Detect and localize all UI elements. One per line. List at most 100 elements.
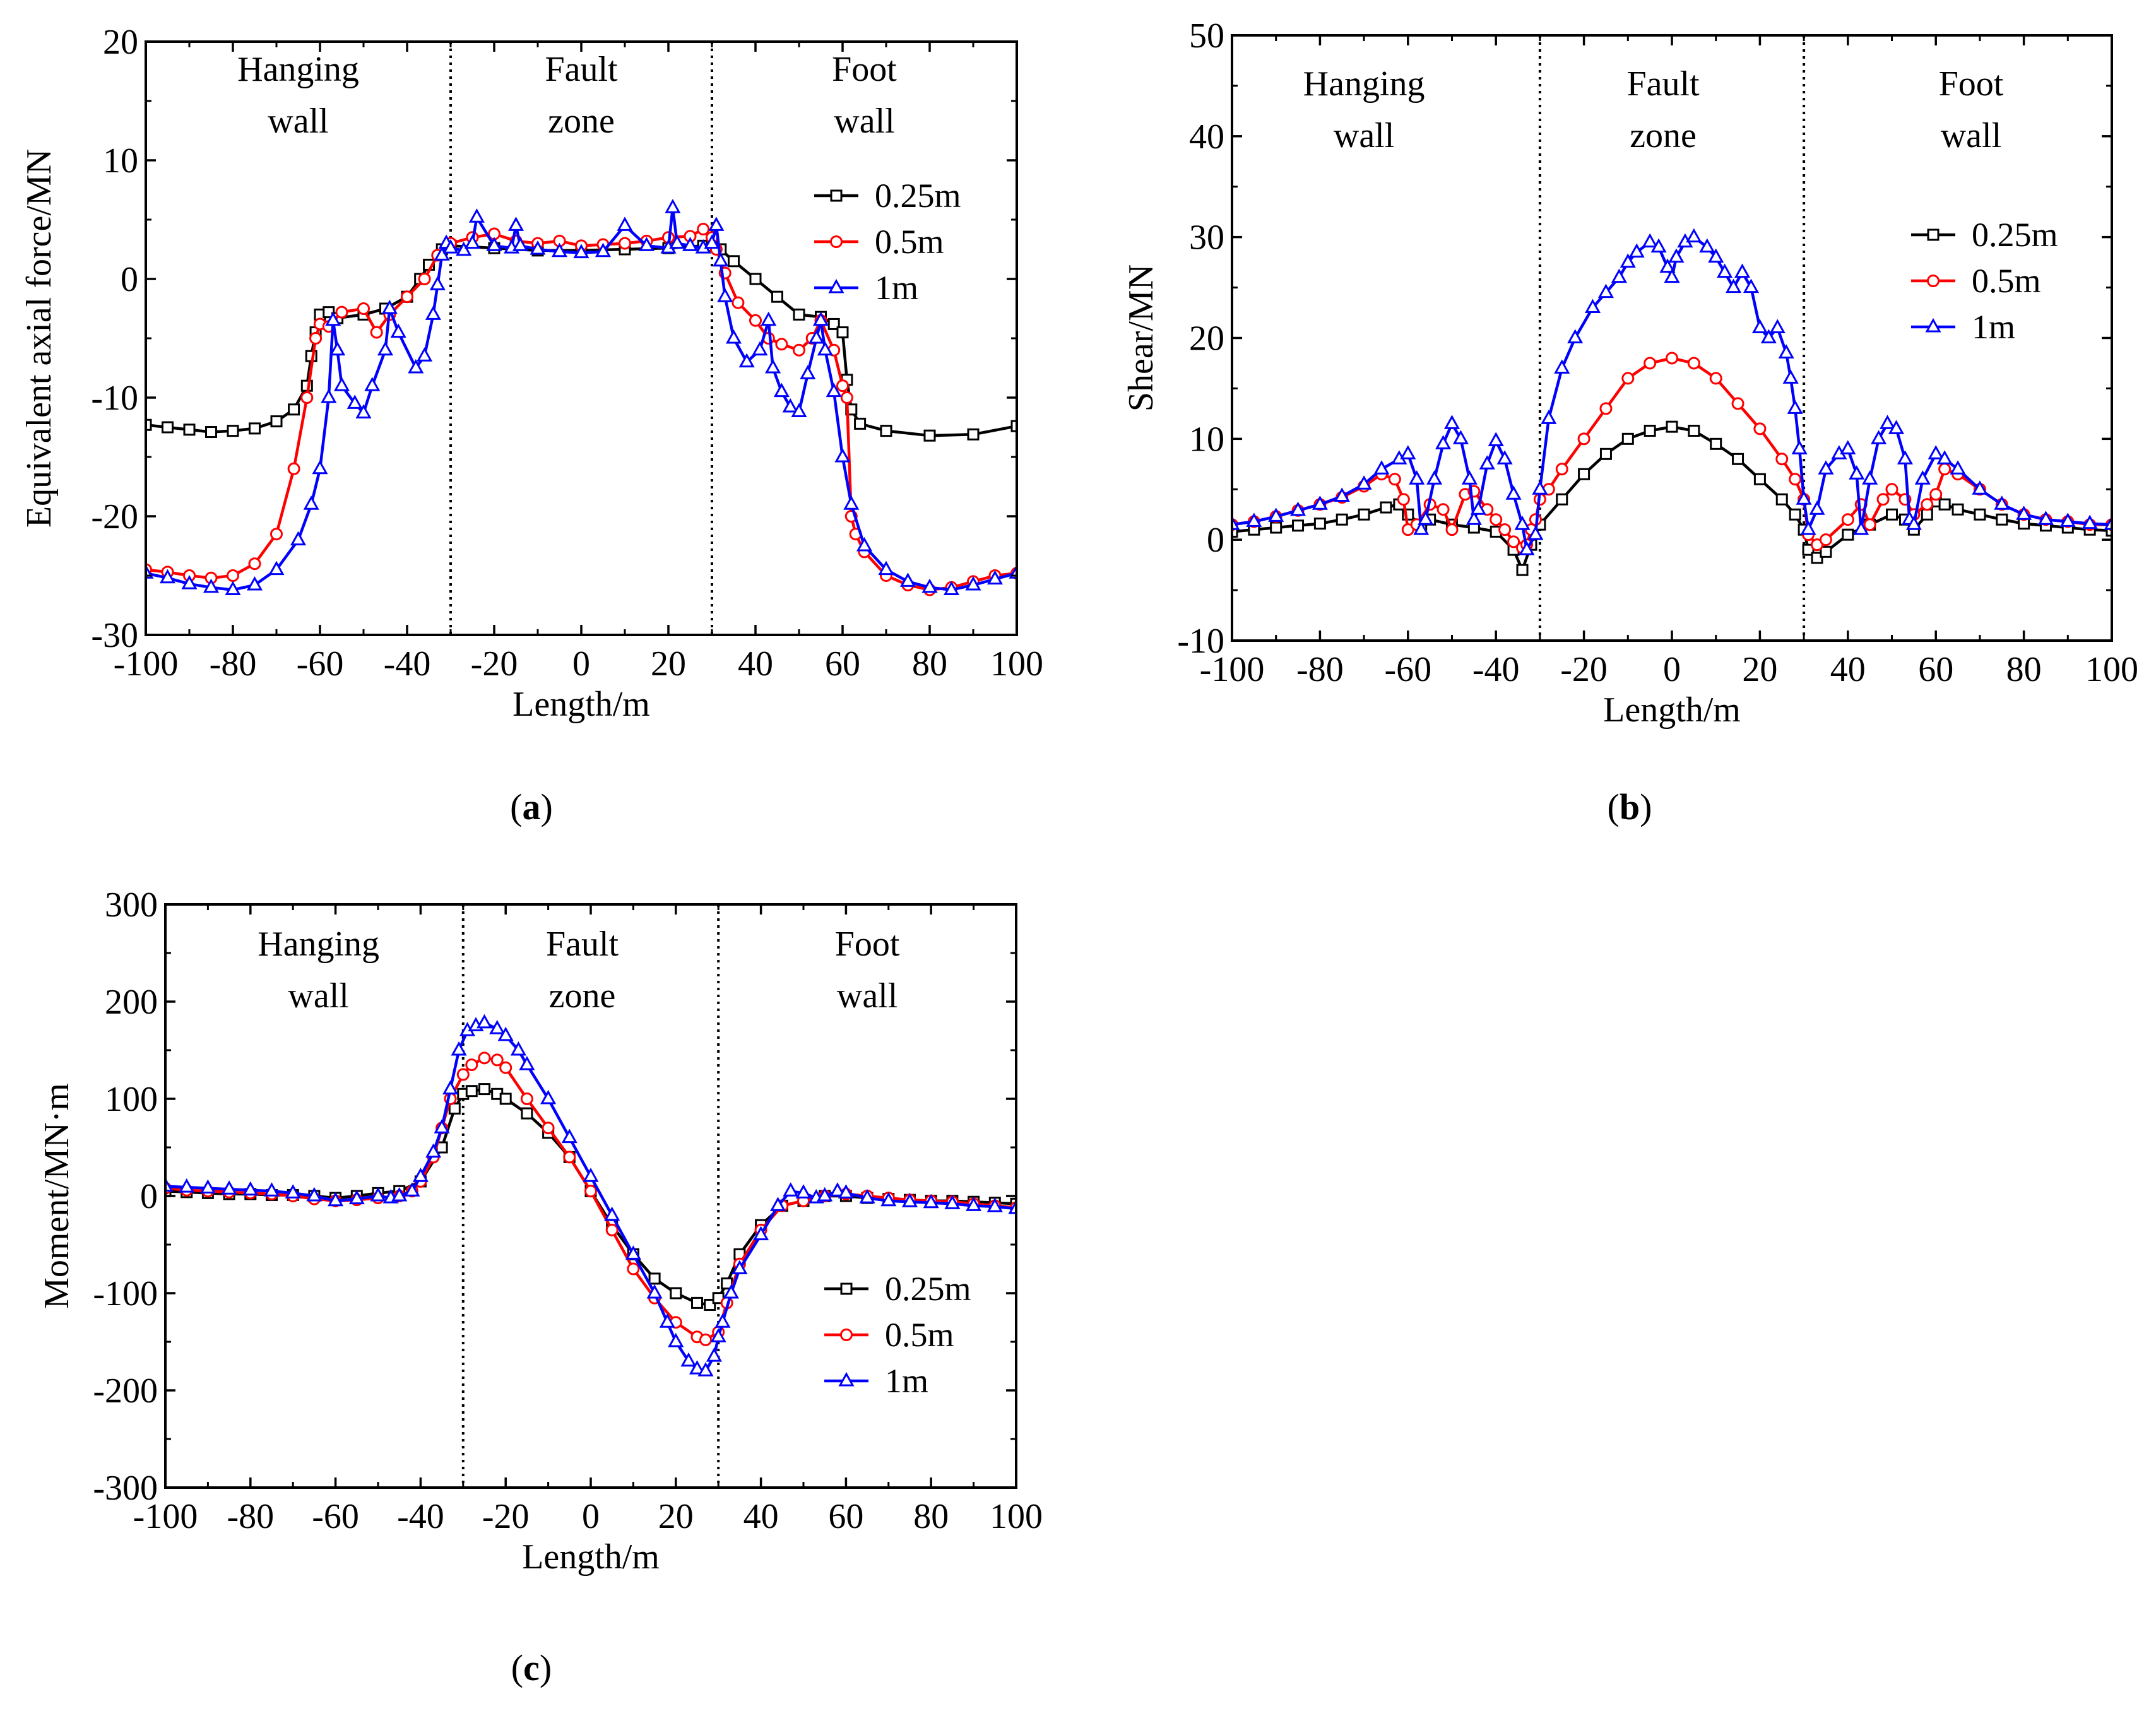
data-point-1m-8 xyxy=(304,496,319,510)
legend-marker-0.25m xyxy=(1927,228,1940,241)
y-tick-label: 200 xyxy=(105,983,158,1022)
data-point-1m-36 xyxy=(1642,234,1657,248)
data-point-0.5m-9 xyxy=(1397,493,1410,506)
data-point-1m-23 xyxy=(430,276,445,290)
legend-label-1m: 1m xyxy=(875,269,918,307)
x-tick-label: -100 xyxy=(1200,650,1265,689)
region-label-2-line2: zone xyxy=(1630,116,1697,155)
data-point-1m-20 xyxy=(1479,456,1495,470)
y-tick-label: 50 xyxy=(1189,16,1224,56)
data-point-1m-9 xyxy=(1401,446,1416,459)
data-point-1m-51 xyxy=(1770,320,1785,334)
region-label-1-line2: wall xyxy=(288,976,348,1015)
region-label-2-line2: zone xyxy=(549,976,616,1015)
x-axis-label: Length/m xyxy=(522,1537,660,1577)
data-point-0.5m-9 xyxy=(309,332,323,345)
data-point-0.25m-34 xyxy=(1820,545,1832,558)
data-point-0.5m-18 xyxy=(1490,513,1503,526)
y-tick-label: 0 xyxy=(140,1177,158,1216)
data-point-1m-29 xyxy=(469,209,484,223)
data-point-0.5m-8 xyxy=(1388,473,1401,486)
legend: 0.25m 0.5m 1m xyxy=(824,1270,971,1400)
x-tick-label: 20 xyxy=(1742,650,1777,689)
region-label-3-line2: wall xyxy=(834,102,894,141)
data-point-1m-9 xyxy=(312,461,328,475)
data-point-1m-54 xyxy=(1787,400,1803,414)
x-tick-label: 60 xyxy=(828,1497,863,1536)
x-tick-label: 80 xyxy=(913,1497,949,1536)
data-point-1m-13 xyxy=(1427,471,1442,485)
data-point-1m-7 xyxy=(291,532,305,546)
data-point-1m-66 xyxy=(1880,415,1895,429)
caption-b: (b) xyxy=(1608,786,1652,827)
region-label-1-line2: wall xyxy=(268,102,328,141)
data-point-0.25m-30 xyxy=(1789,508,1801,521)
data-point-1m-22 xyxy=(1497,451,1512,465)
data-point-1m-55 xyxy=(1792,441,1807,454)
data-point-0.25m-43 xyxy=(1952,503,1964,516)
data-point-0.25m-19 xyxy=(1556,493,1568,506)
data-point-1m-54 xyxy=(774,384,789,398)
y-tick-label: -10 xyxy=(91,379,138,418)
data-point-0.25m-5 xyxy=(249,422,261,435)
data-point-1m-22 xyxy=(425,306,441,320)
x-tick-label: -100 xyxy=(114,644,179,684)
data-point-0.5m-31 xyxy=(699,1333,712,1346)
data-point-0.5m-23 xyxy=(542,1122,555,1135)
data-point-1m-63 xyxy=(844,496,859,510)
series-group xyxy=(165,1015,1016,1376)
y-tick-label: -10 xyxy=(1177,622,1224,661)
data-point-0.5m-37 xyxy=(1775,453,1789,466)
legend-marker-0.5m xyxy=(830,235,843,248)
x-tick-label: -40 xyxy=(1472,650,1520,689)
x-tick-label: -60 xyxy=(1384,650,1431,689)
data-point-1m-48 xyxy=(718,288,733,302)
data-point-1m-17 xyxy=(378,342,393,356)
caption-c: (c) xyxy=(511,1647,552,1688)
data-point-0.5m-31 xyxy=(1644,357,1657,370)
data-point-1m-47 xyxy=(713,253,728,267)
data-point-1m-21 xyxy=(1488,433,1503,447)
data-point-0.5m-29 xyxy=(1599,402,1613,415)
x-tick-label: 0 xyxy=(572,644,590,684)
data-point-1m-49 xyxy=(726,330,741,344)
data-point-0.5m-16 xyxy=(401,290,413,304)
legend-label-0.25m: 0.25m xyxy=(875,177,961,215)
data-point-0.5m-14 xyxy=(1445,523,1459,536)
data-point-0.5m-27 xyxy=(619,237,631,250)
data-point-0.25m-26 xyxy=(648,1272,661,1285)
y-tick-label: -300 xyxy=(93,1469,158,1508)
data-point-0.25m-3 xyxy=(1292,519,1305,532)
data-point-1m-5 xyxy=(247,577,262,591)
data-point-0.25m-16 xyxy=(1516,564,1529,576)
data-point-0.5m-36 xyxy=(1753,422,1767,435)
data-point-0.5m-12 xyxy=(335,305,348,319)
data-point-0.25m-45 xyxy=(1996,513,2008,526)
data-point-0.5m-51 xyxy=(1929,488,1943,501)
data-point-0.25m-25 xyxy=(1688,425,1700,437)
data-point-0.5m-38 xyxy=(775,338,788,351)
data-point-1m-49 xyxy=(1752,320,1767,334)
data-point-0.25m-20 xyxy=(521,1107,533,1120)
data-point-1m-32 xyxy=(509,217,523,231)
data-point-0.5m-31 xyxy=(697,223,710,236)
data-point-0.25m-44 xyxy=(1974,508,1986,521)
data-point-0.5m-44 xyxy=(840,391,853,404)
data-point-0.5m-4 xyxy=(227,569,239,582)
data-point-0.5m-39 xyxy=(793,343,805,357)
legend-marker-0.25m xyxy=(840,1282,853,1295)
region-label-3-line2: wall xyxy=(1941,116,2001,155)
x-tick-label: 0 xyxy=(1663,650,1681,689)
data-point-0.25m-35 xyxy=(1842,528,1854,541)
data-point-1m-10 xyxy=(321,389,336,403)
x-tick-label: 100 xyxy=(2085,650,2138,689)
data-point-0.25m-2 xyxy=(1270,521,1282,534)
data-point-0.5m-19 xyxy=(478,1051,491,1065)
data-point-1m-53 xyxy=(766,360,781,374)
data-point-0.5m-35 xyxy=(1731,397,1744,410)
data-point-0.5m-33 xyxy=(1687,357,1700,370)
data-point-1m-21 xyxy=(417,348,432,362)
data-point-0.5m-38 xyxy=(1789,473,1802,486)
legend-marker-0.5m xyxy=(840,1329,853,1341)
